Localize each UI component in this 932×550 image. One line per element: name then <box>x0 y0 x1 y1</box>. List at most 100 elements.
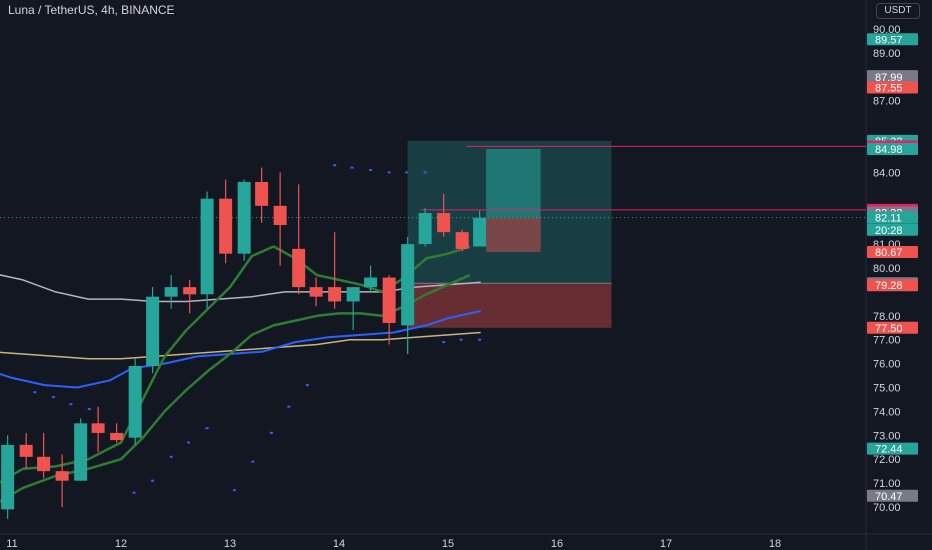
price-label-box <box>867 33 918 46</box>
candle-body <box>401 244 415 326</box>
price-label-text: 82.11 <box>875 213 902 225</box>
price-label-box <box>867 81 918 94</box>
price-label-box <box>867 142 918 155</box>
candle-body <box>219 198 233 254</box>
ma-gray-line <box>0 274 481 303</box>
sar-dot <box>69 403 73 406</box>
sar-dot <box>350 166 354 169</box>
sar-dot <box>205 427 209 430</box>
candle-body <box>273 205 287 225</box>
candle-body <box>455 232 469 249</box>
sar-dot <box>387 171 391 174</box>
candle-body <box>437 213 451 233</box>
price-label-text: 70.47 <box>875 491 903 503</box>
candle-body <box>292 248 306 288</box>
price-tick-label: 89.00 <box>873 48 901 60</box>
price-tick-label: 70.00 <box>873 502 901 514</box>
price-tick-label: 87.00 <box>873 96 901 108</box>
candle-body <box>328 287 342 302</box>
sar-dot <box>287 405 291 408</box>
currency-button[interactable]: USDT <box>876 3 920 19</box>
price-tick-label: 76.00 <box>873 359 901 371</box>
candle-body <box>91 423 105 433</box>
position-inner-profit <box>486 148 541 218</box>
sar-dot <box>51 396 55 399</box>
price-label-box <box>867 223 918 236</box>
sar-dot <box>132 491 136 494</box>
price-tick-label: 73.00 <box>873 430 901 442</box>
chart-title: Luna / TetherUS, 4h, BINANCE <box>8 3 175 17</box>
sar-dot <box>232 489 236 492</box>
time-tick-label: 18 <box>769 538 781 550</box>
time-tick-label: 12 <box>115 538 127 550</box>
candle-body <box>473 217 487 247</box>
sar-dot <box>423 171 427 174</box>
sar-dot <box>459 338 463 341</box>
price-tick-label: 71.00 <box>873 478 901 490</box>
price-label-text: 80.67 <box>875 247 903 259</box>
sar-dot <box>187 441 191 444</box>
price-tick-label: 77.00 <box>873 335 901 347</box>
candle-body <box>146 296 160 366</box>
sar-dot <box>333 164 337 167</box>
candle-body <box>55 471 69 481</box>
candle-body <box>237 181 251 254</box>
sar-dot <box>305 384 309 387</box>
sar-dot <box>33 391 37 394</box>
time-tick-label: 11 <box>6 538 17 550</box>
price-label-box <box>867 279 918 292</box>
time-tick-label: 17 <box>660 538 672 550</box>
candle-body <box>418 213 432 245</box>
candle-body <box>164 287 178 297</box>
sar-dot <box>369 169 373 172</box>
sar-dot <box>442 341 446 344</box>
price-tick-label: 90.00 <box>873 24 901 36</box>
time-tick-label: 14 <box>333 538 345 550</box>
ema-fast-line <box>0 245 471 484</box>
sar-dot <box>405 171 409 174</box>
sar-dot <box>169 455 173 458</box>
candle-body <box>1 444 15 510</box>
price-label-text: 84.98 <box>875 144 903 156</box>
candle-body <box>255 181 269 206</box>
price-tick-label: 74.00 <box>873 406 901 418</box>
candle-body <box>382 277 396 323</box>
price-tick-label: 80.00 <box>873 263 901 275</box>
price-tick-label: 72.00 <box>873 454 901 466</box>
ema-mid-line <box>0 274 471 503</box>
price-label-text: 20:28 <box>875 225 903 237</box>
candle-body <box>74 423 88 481</box>
time-tick-label: 15 <box>442 538 454 550</box>
price-label-text: 77.50 <box>875 323 903 335</box>
price-label-box <box>867 245 918 258</box>
price-label-text: 79.28 <box>875 280 903 292</box>
price-label-text: 72.44 <box>875 444 903 456</box>
candle-body <box>309 287 323 297</box>
price-label-text: 87.99 <box>875 72 903 84</box>
sar-dot <box>269 431 273 434</box>
price-label-box <box>867 71 918 84</box>
price-label-text: 89.57 <box>875 34 903 46</box>
price-tick-label: 75.00 <box>873 383 901 395</box>
time-tick-label: 16 <box>551 538 563 550</box>
candle-body <box>128 365 142 438</box>
sar-dot <box>251 460 255 463</box>
sar-dot <box>478 338 482 341</box>
sar-dot <box>151 479 155 482</box>
price-tick-label: 78.00 <box>873 311 901 323</box>
price-label-text: 87.55 <box>875 83 903 95</box>
position-inner-loss <box>486 217 541 252</box>
candle-body <box>183 287 197 295</box>
candle-body <box>19 444 33 457</box>
candle-body <box>110 432 124 441</box>
sar-dot <box>87 408 91 411</box>
candle-body <box>346 287 360 302</box>
price-label-box <box>867 321 918 334</box>
candle-body <box>37 456 51 472</box>
candle-body <box>200 198 214 295</box>
price-label-box <box>867 211 918 224</box>
candle-body <box>364 277 378 288</box>
price-label-box <box>867 489 918 502</box>
time-tick-label: 13 <box>224 538 236 550</box>
